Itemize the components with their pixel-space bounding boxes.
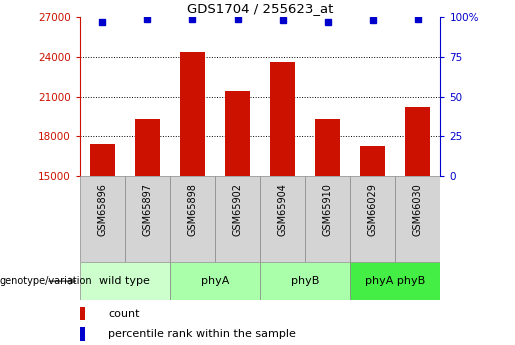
Bar [170,262,260,300]
Bar [170,176,215,262]
Bar [215,176,260,262]
Bar [405,107,430,176]
Bar [80,262,170,300]
Bar [350,262,440,300]
Bar [360,146,385,176]
Bar [260,176,305,262]
Text: GSM65904: GSM65904 [278,183,287,236]
Bar [135,119,160,176]
Text: phyA phyB: phyA phyB [365,276,425,286]
Bar [80,327,85,341]
Text: count: count [108,309,140,318]
Bar [350,176,396,262]
Title: GDS1704 / 255623_at: GDS1704 / 255623_at [187,2,333,15]
Text: GSM66029: GSM66029 [368,183,377,236]
Text: GSM65902: GSM65902 [233,183,243,236]
Bar [180,52,205,176]
Bar [270,62,295,176]
Bar [225,91,250,176]
Text: phyB: phyB [291,276,319,286]
Bar [305,176,350,262]
Bar [125,176,170,262]
Bar [80,307,85,320]
Text: genotype/variation: genotype/variation [0,276,93,286]
Text: wild type: wild type [99,276,150,286]
Text: GSM65897: GSM65897 [143,183,152,236]
Bar [315,119,340,176]
Bar [80,176,125,262]
Text: GSM66030: GSM66030 [413,183,423,236]
Text: GSM65910: GSM65910 [323,183,333,236]
Bar [260,262,350,300]
Text: GSM65896: GSM65896 [97,183,107,236]
Text: phyA: phyA [201,276,229,286]
Bar [90,144,115,176]
Bar [396,176,440,262]
Text: GSM65898: GSM65898 [187,183,197,236]
Text: percentile rank within the sample: percentile rank within the sample [108,329,296,339]
